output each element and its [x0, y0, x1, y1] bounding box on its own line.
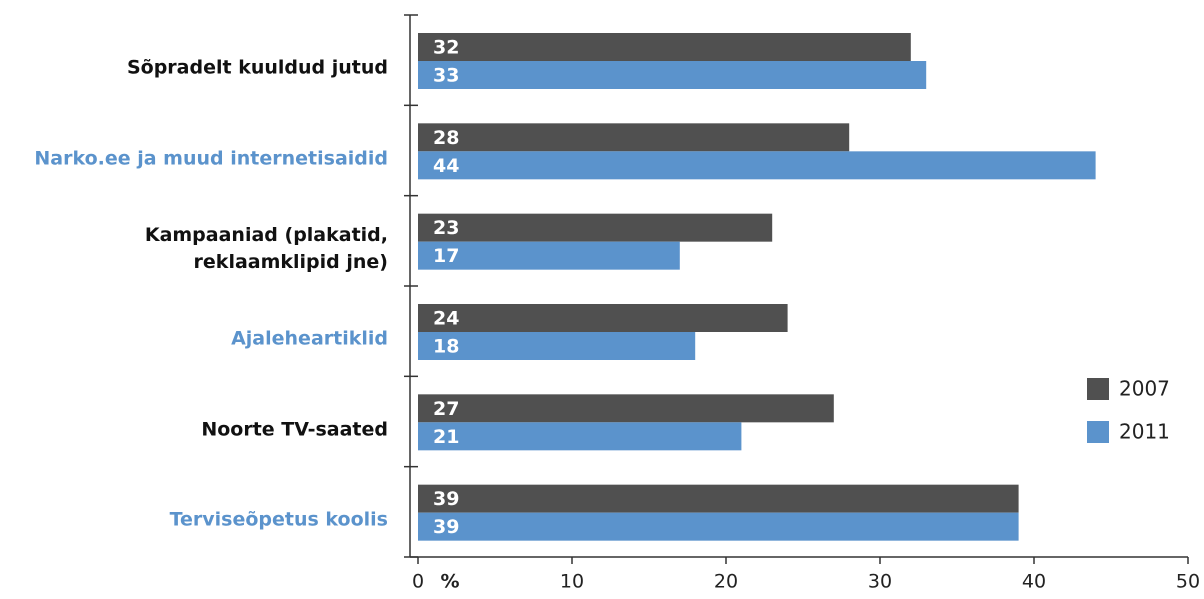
bar — [418, 33, 911, 61]
value-label: 32 — [433, 37, 459, 59]
bar — [418, 484, 1019, 513]
value-label: 21 — [433, 426, 459, 448]
category-label: Kampaaniad (plakatid, reklaamklipid jne) — [144, 223, 388, 273]
bar — [418, 394, 834, 423]
value-label: 33 — [433, 65, 459, 87]
value-label: 17 — [433, 245, 459, 267]
bar — [418, 241, 680, 270]
value-label: 39 — [433, 488, 459, 510]
value-label: 44 — [433, 155, 459, 177]
bar — [418, 213, 773, 242]
value-label: 23 — [433, 217, 459, 239]
category-label: Terviseõpetus koolis — [169, 508, 388, 531]
bar — [418, 123, 850, 152]
value-label: 27 — [433, 398, 459, 420]
x-tick-label: 50 — [1176, 571, 1200, 593]
category-label: Ajaleheartiklid — [231, 327, 388, 350]
category-label: Noorte TV-saated — [201, 418, 388, 440]
bar — [418, 512, 1019, 541]
x-tick-label: 10 — [560, 571, 584, 593]
bar — [418, 332, 696, 360]
legend-swatch — [1087, 421, 1109, 443]
x-tick-label: 40 — [1022, 571, 1046, 593]
category-label: Narko.ee ja muud internetisaidid — [34, 147, 388, 169]
value-label: 28 — [433, 127, 459, 149]
value-label: 18 — [433, 336, 459, 358]
x-tick-label: 0 — [412, 571, 424, 593]
bar — [418, 422, 742, 451]
x-tick-label: 20 — [714, 571, 738, 593]
value-label: 24 — [433, 308, 459, 330]
legend-label: 2011 — [1119, 420, 1170, 444]
legend-label: 2007 — [1119, 377, 1170, 401]
legend-swatch — [1087, 378, 1109, 400]
value-label: 39 — [433, 516, 459, 538]
bar — [418, 151, 1096, 180]
bar — [418, 61, 927, 89]
bar — [418, 304, 788, 332]
x-tick-label: 30 — [868, 571, 892, 593]
category-label: Sõpradelt kuuldud jutud — [126, 56, 388, 79]
x-axis-label: % — [440, 571, 459, 593]
